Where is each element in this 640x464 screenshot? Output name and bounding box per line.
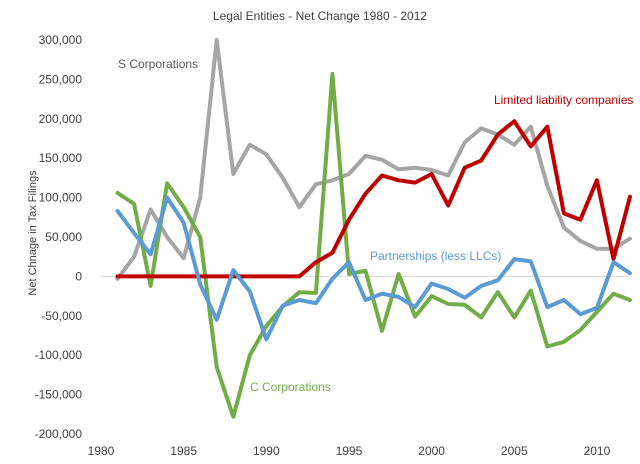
- y-tick-label: 200,000: [39, 112, 83, 126]
- x-tick-label: 1985: [170, 444, 197, 458]
- annotation-limited-liability-companies: Limited liability companies: [494, 93, 633, 107]
- annotation-s-corporations: S Corporations: [118, 57, 198, 71]
- series-line-c-corporations: [115, 71, 632, 419]
- y-tick-label: 150,000: [39, 151, 83, 165]
- series-lines: [115, 38, 632, 419]
- y-tick-label: -100,000: [35, 348, 83, 362]
- y-tick-label: 300,000: [39, 33, 83, 47]
- x-tick-label: 2000: [418, 444, 445, 458]
- x-tick-label: 1995: [336, 444, 363, 458]
- series-line-limited-liability-companies: [115, 119, 632, 279]
- x-axis-ticks: 1980 1985 1990 1995 2000 2005 2010: [88, 444, 611, 458]
- y-tick-label: -50,000: [41, 309, 82, 323]
- y-tick-label: 100,000: [39, 191, 83, 205]
- annotation-partnerships: Partnerships (less LLCs): [370, 249, 501, 263]
- series-line-s-corporations: [115, 38, 632, 281]
- x-tick-label: 1990: [253, 444, 280, 458]
- y-tick-label: -200,000: [35, 427, 83, 441]
- y-tick-label: 250,000: [39, 72, 83, 86]
- x-tick-label: 1980: [88, 444, 115, 458]
- y-tick-label: -150,000: [35, 388, 83, 402]
- y-axis-ticks: 300,000 250,000 200,000 150,000 100,000 50,00…: [35, 33, 83, 441]
- x-tick-label: 2005: [501, 444, 528, 458]
- chart-title: Legal Entities - Net Change 1980 - 2012: [213, 9, 427, 23]
- y-axis-label: Net Chnage in Tax Filings: [27, 170, 39, 296]
- series-line-partnerships-less-llcs: [115, 195, 632, 342]
- y-tick-label: 0: [75, 269, 82, 283]
- y-tick-label: 50,000: [45, 230, 82, 244]
- x-tick-label: 2010: [584, 444, 611, 458]
- annotation-c-corporations: C Corporations: [250, 380, 331, 394]
